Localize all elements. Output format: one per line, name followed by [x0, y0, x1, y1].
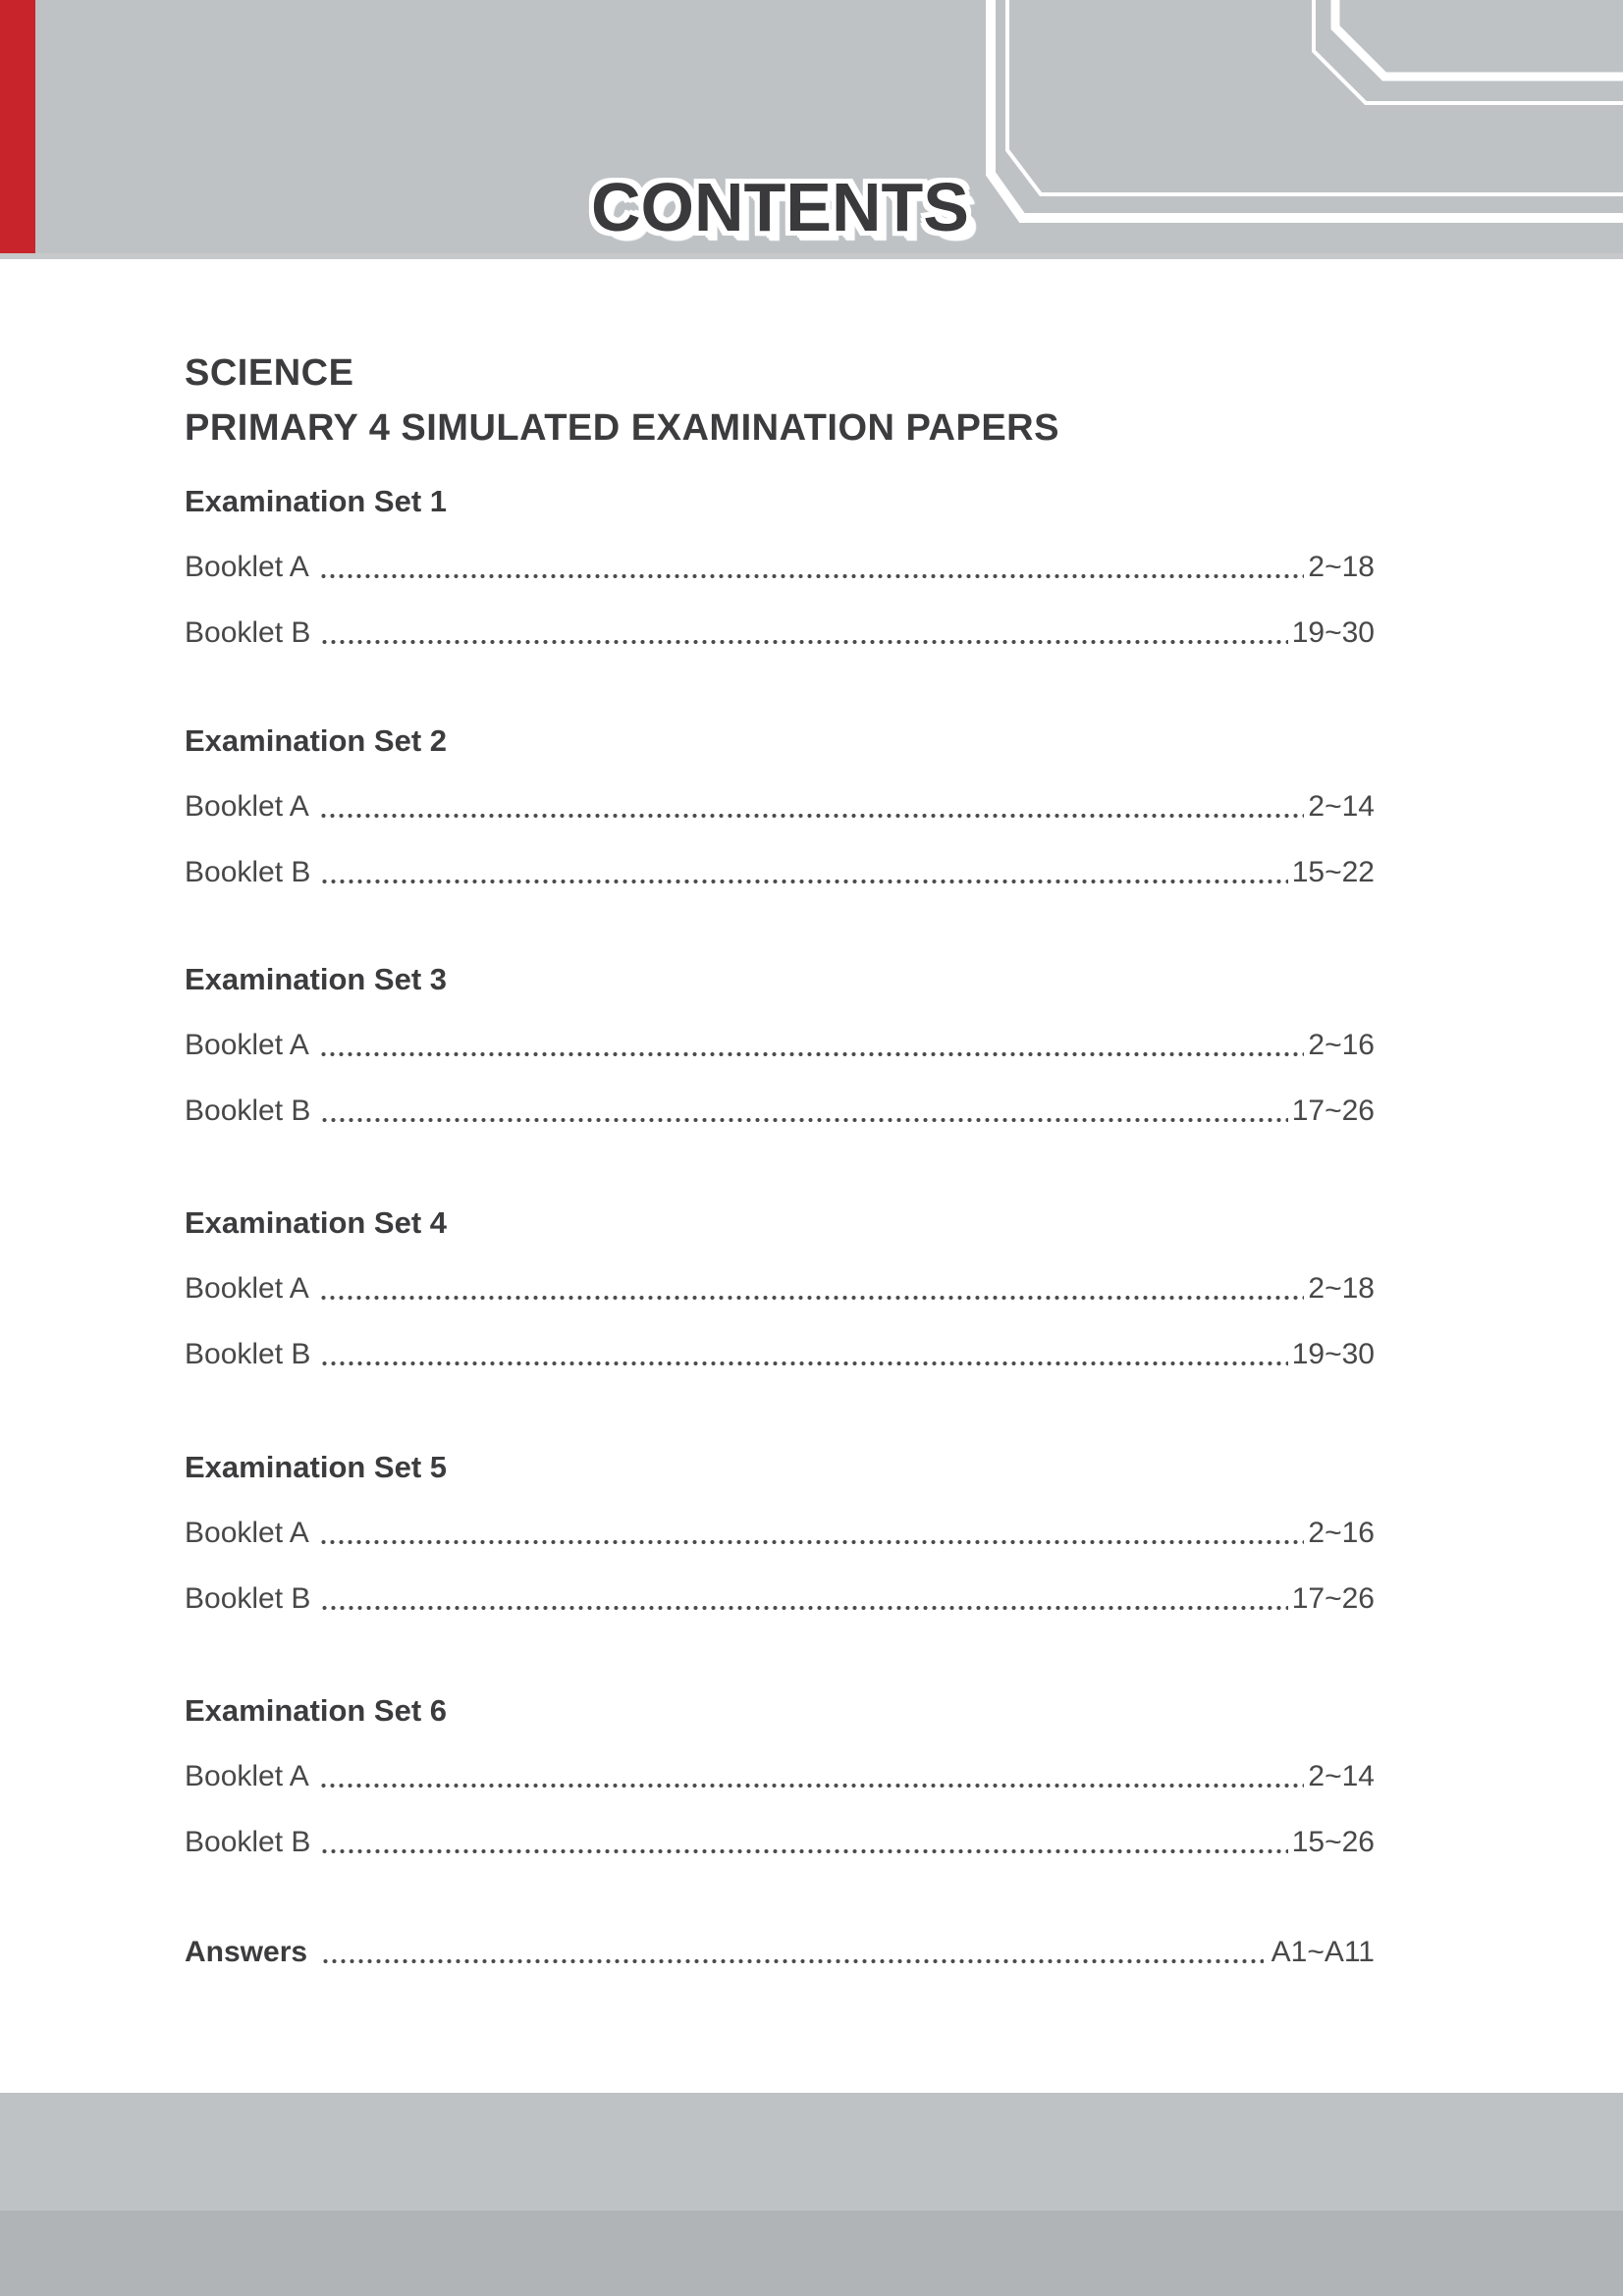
exam-set-3: Examination Set 3 Booklet A 2~16 Booklet… — [185, 964, 1375, 1136]
entry-label: Booklet B — [185, 1095, 311, 1127]
entry-label: Booklet B — [185, 1582, 311, 1615]
toc-entry: Booklet B 17~26 — [185, 1096, 1375, 1126]
entry-label: Booklet B — [185, 1826, 311, 1858]
entry-label: Booklet A — [185, 1029, 309, 1061]
entry-label: Booklet A — [185, 1272, 309, 1305]
entry-label: Answers — [185, 1936, 308, 1968]
exam-set-6: Examination Set 6 Booklet A 2~14 Booklet… — [185, 1695, 1375, 1867]
dot-leader — [318, 573, 1305, 579]
entry-label: Booklet B — [185, 856, 311, 888]
page-header: CONTENTS — [0, 0, 1623, 259]
corner-decoration — [986, 0, 1623, 223]
toc-entry: Booklet B 17~26 — [185, 1584, 1375, 1614]
entry-pages: 2~16 — [1308, 1029, 1375, 1061]
entry-pages: 19~30 — [1291, 616, 1375, 649]
entry-pages: 17~26 — [1291, 1095, 1375, 1127]
entry-pages: A1~A11 — [1271, 1936, 1375, 1968]
entry-label: Booklet B — [185, 1338, 311, 1370]
entry-pages: 2~16 — [1308, 1517, 1375, 1549]
dot-leader — [320, 1361, 1288, 1366]
dot-leader — [320, 879, 1288, 884]
entry-pages: 2~18 — [1308, 551, 1375, 583]
dot-leader — [318, 1539, 1305, 1545]
toc-entry: Booklet A 2~18 — [185, 1274, 1375, 1304]
entry-pages: 15~26 — [1291, 1826, 1375, 1858]
entry-pages: 19~30 — [1291, 1338, 1375, 1370]
entry-label: Booklet B — [185, 616, 311, 649]
entry-label: Booklet A — [185, 1760, 309, 1792]
exam-set-2: Examination Set 2 Booklet A 2~14 Booklet… — [185, 725, 1375, 897]
set-heading: Examination Set 3 — [185, 962, 448, 996]
entry-pages: 17~26 — [1291, 1582, 1375, 1615]
footer-band-dark — [0, 2211, 1623, 2296]
exam-set-1: Examination Set 1 Booklet A 2~18 Booklet… — [185, 486, 1375, 658]
panel-outline-thick-left — [986, 0, 1623, 223]
toc-entry: Booklet A 2~14 — [185, 792, 1375, 822]
toc-entry: Booklet A 2~18 — [185, 553, 1375, 582]
entry-label: Booklet A — [185, 551, 309, 583]
set-heading: Examination Set 1 — [185, 484, 448, 518]
subject-line: SCIENCE — [185, 352, 354, 394]
dot-leader — [318, 1295, 1305, 1301]
toc-entry: Booklet A 2~14 — [185, 1762, 1375, 1791]
dot-leader — [320, 1605, 1288, 1611]
toc-entry: Booklet B 15~22 — [185, 858, 1375, 887]
red-accent-bar — [0, 0, 35, 253]
panel-outline-thin-right — [1312, 0, 1623, 105]
panel-outline-thick-right — [1330, 0, 1623, 81]
entry-pages: 2~18 — [1308, 1272, 1375, 1305]
set-heading: Examination Set 2 — [185, 723, 448, 758]
entry-pages: 2~14 — [1308, 1760, 1375, 1792]
dot-leader — [318, 1051, 1305, 1057]
entry-pages: 15~22 — [1291, 856, 1375, 888]
answers-entry: Answers A1~A11 — [185, 1938, 1375, 1967]
toc-entry: Booklet B 19~30 — [185, 618, 1375, 648]
exam-set-4: Examination Set 4 Booklet A 2~18 Booklet… — [185, 1207, 1375, 1379]
dot-leader — [318, 813, 1305, 819]
dot-leader — [320, 639, 1288, 645]
set-heading: Examination Set 4 — [185, 1205, 448, 1240]
page-title: CONTENTS — [591, 169, 969, 245]
dot-leader — [321, 1958, 1264, 1964]
dot-leader — [318, 1783, 1305, 1789]
entry-label: Booklet A — [185, 790, 309, 823]
entry-label: Booklet A — [185, 1517, 309, 1549]
set-heading: Examination Set 6 — [185, 1693, 448, 1728]
entry-pages: 2~14 — [1308, 790, 1375, 823]
dot-leader — [320, 1848, 1288, 1854]
toc-entry: Booklet A 2~16 — [185, 1031, 1375, 1060]
subject-title: SCIENCE PRIMARY 4 SIMULATED EXAMINATION … — [185, 346, 1059, 455]
toc-entry: Booklet B 15~26 — [185, 1828, 1375, 1857]
exam-set-5: Examination Set 5 Booklet A 2~16 Booklet… — [185, 1452, 1375, 1624]
set-heading: Examination Set 5 — [185, 1450, 448, 1484]
toc-entry: Booklet A 2~16 — [185, 1519, 1375, 1548]
dot-leader — [320, 1117, 1288, 1123]
panel-outline-thin-left — [1005, 0, 1623, 196]
subtitle-line: PRIMARY 4 SIMULATED EXAMINATION PAPERS — [185, 407, 1059, 449]
toc-entry: Booklet B 19~30 — [185, 1340, 1375, 1369]
